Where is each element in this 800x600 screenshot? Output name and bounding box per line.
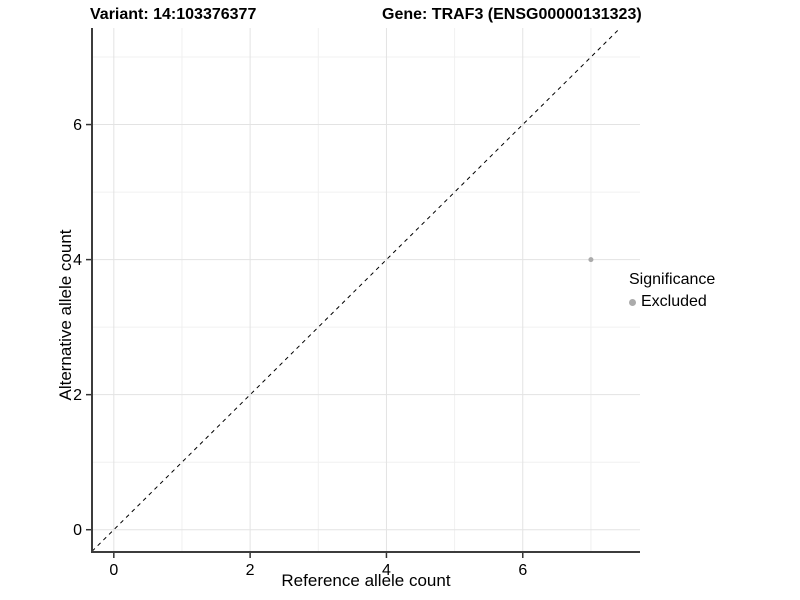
x-tick-label: 4 (382, 562, 391, 579)
x-tick-label: 6 (518, 562, 527, 579)
legend-item-label: Excluded (641, 293, 707, 310)
y-tick-label: 2 (73, 387, 82, 404)
legend: Significance Excluded (629, 271, 715, 311)
excluded-point-icon (629, 298, 636, 306)
x-axis-title: Reference allele count (281, 571, 451, 590)
identity-line (91, 27, 621, 552)
legend-title: Significance (629, 271, 716, 288)
data-point (588, 257, 594, 263)
variant-title: Variant: 14:103376377 (90, 6, 257, 23)
y-tick-label: 4 (73, 252, 82, 269)
x-tick-label: 2 (246, 562, 255, 579)
y-tick-label: 6 (73, 117, 82, 134)
gene-title: Gene: TRAF3 (ENSG00000131323) (382, 6, 642, 23)
y-tick-label: 0 (73, 522, 82, 539)
x-tick-label: 0 (109, 562, 118, 579)
y-axis-title: Alternative allele count (56, 229, 75, 401)
legend-item-excluded: Excluded (629, 293, 715, 311)
